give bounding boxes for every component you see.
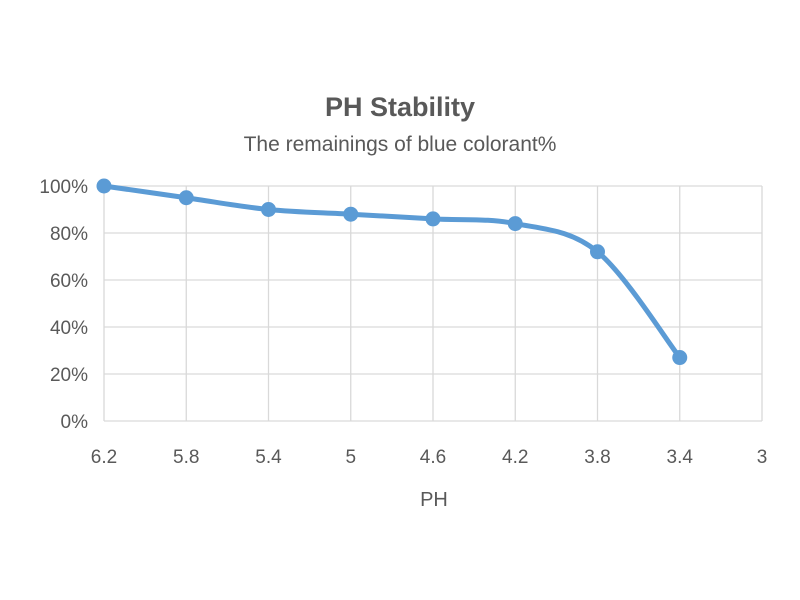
data-point	[425, 211, 441, 227]
y-tick-labels: 0% 20% 40% 60% 80% 100%	[39, 177, 88, 433]
x-tick-label: 5.4	[255, 447, 282, 468]
x-tick-labels: 6.2 5.8 5.4 5 4.6 4.2 3.8 3.4 3	[91, 447, 768, 468]
y-tick-label: 60%	[50, 271, 88, 292]
series-line	[101, 183, 683, 361]
data-point	[343, 206, 359, 222]
x-tick-label: 3.4	[667, 447, 694, 468]
x-tick-label: 6.2	[91, 447, 117, 468]
data-point	[261, 202, 276, 217]
data-point	[178, 190, 194, 206]
data-point	[507, 216, 523, 232]
y-tick-label: 0%	[61, 412, 89, 433]
gridlines	[103, 185, 763, 422]
series-layer	[96, 178, 688, 366]
x-tick-label: 3.8	[584, 447, 610, 468]
x-tick-label: 4.2	[502, 447, 528, 468]
data-point	[672, 350, 688, 366]
x-axis-title: PH	[420, 489, 448, 511]
y-tick-label: 100%	[39, 177, 88, 198]
x-tick-label: 3	[757, 447, 768, 468]
chart-title: PH Stability	[324, 92, 476, 122]
x-tick-label: 5	[345, 447, 356, 468]
data-point	[96, 178, 112, 194]
data-point	[590, 244, 605, 260]
y-tick-label: 20%	[50, 365, 88, 386]
y-tick-label: 40%	[50, 318, 88, 339]
x-tick-label: 5.8	[173, 447, 199, 468]
y-tick-label: 80%	[50, 224, 88, 245]
x-tick-label: 4.6	[420, 447, 446, 468]
chart-subtitle: The remainings of blue colorant%	[243, 133, 557, 156]
